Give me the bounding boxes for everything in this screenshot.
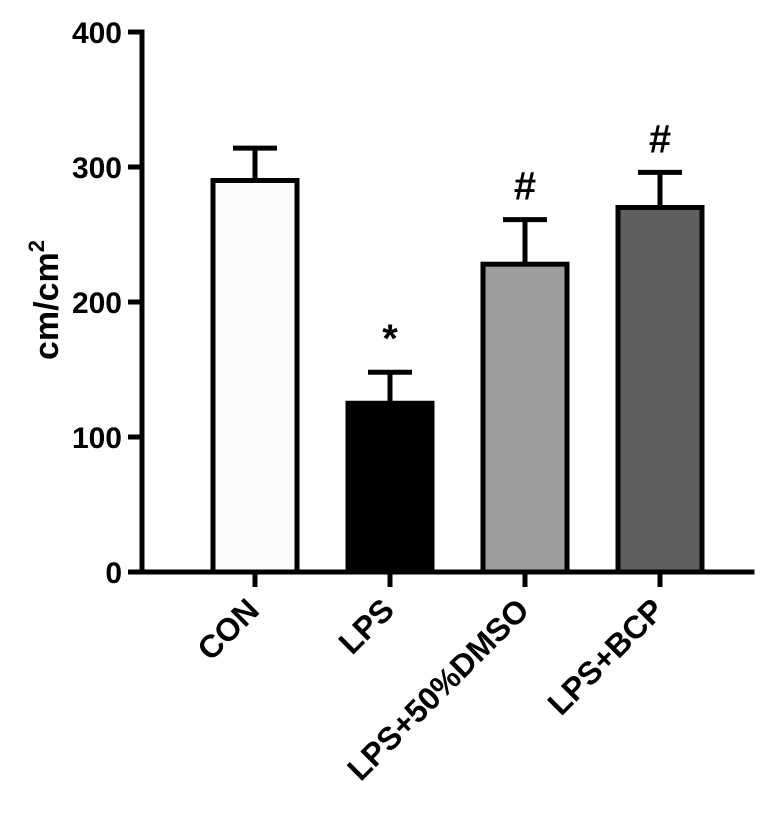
bar [615,205,705,575]
x-category-label: LPS+BCP [540,591,670,721]
significance-marker: # [649,117,671,161]
significance-marker: # [514,165,536,209]
y-tick-label: 200 [72,287,122,320]
x-category-label: LPS [331,591,400,660]
bar [480,261,570,575]
significance-markers: * # # [382,117,671,361]
error-bars [233,145,682,404]
y-axis: 0 100 200 300 400 [72,17,145,590]
y-tick-label: 0 [105,557,122,590]
y-axis-title-superscript: 2 [24,240,49,252]
y-axis-title: cm/cm2 [24,240,66,360]
y-axis-title-base: cm/cm [28,252,66,360]
y-tick-label: 400 [72,17,122,50]
y-tick-label: 100 [72,422,122,455]
x-category-label: CON [190,591,266,667]
bars [210,178,705,575]
y-tick-label: 300 [72,152,122,185]
bar [345,400,435,575]
bar [210,178,300,575]
significance-marker: * [382,317,398,361]
